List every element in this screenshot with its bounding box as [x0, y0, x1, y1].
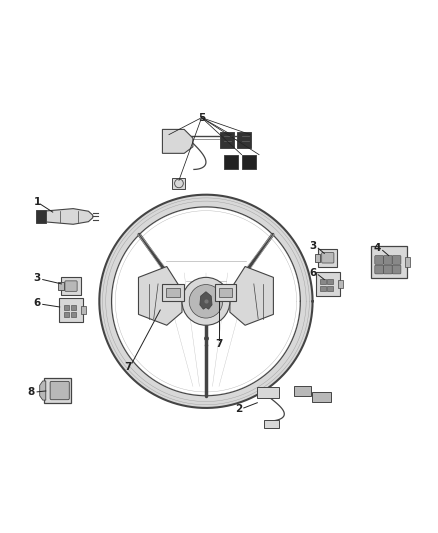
FancyBboxPatch shape	[173, 177, 185, 189]
FancyBboxPatch shape	[162, 284, 184, 301]
FancyBboxPatch shape	[315, 254, 321, 262]
Text: 5: 5	[198, 112, 205, 123]
FancyBboxPatch shape	[405, 257, 410, 267]
Text: 3: 3	[33, 273, 41, 283]
FancyBboxPatch shape	[64, 305, 69, 310]
FancyBboxPatch shape	[64, 312, 69, 318]
FancyBboxPatch shape	[327, 286, 333, 292]
FancyBboxPatch shape	[338, 280, 343, 288]
FancyBboxPatch shape	[327, 279, 333, 284]
FancyBboxPatch shape	[81, 306, 86, 314]
FancyBboxPatch shape	[384, 256, 392, 264]
Text: 8: 8	[27, 387, 35, 397]
FancyBboxPatch shape	[322, 253, 334, 263]
Circle shape	[189, 285, 223, 318]
FancyBboxPatch shape	[36, 210, 46, 223]
FancyBboxPatch shape	[237, 132, 251, 148]
Text: 6: 6	[309, 268, 316, 278]
FancyBboxPatch shape	[219, 288, 233, 297]
FancyBboxPatch shape	[224, 155, 238, 168]
Text: 1: 1	[33, 197, 41, 207]
Text: 3: 3	[309, 241, 316, 251]
FancyBboxPatch shape	[321, 279, 326, 284]
FancyBboxPatch shape	[215, 284, 237, 301]
FancyBboxPatch shape	[220, 132, 234, 148]
FancyBboxPatch shape	[71, 312, 76, 318]
FancyBboxPatch shape	[371, 246, 406, 278]
FancyBboxPatch shape	[58, 282, 64, 290]
Circle shape	[182, 277, 230, 325]
FancyBboxPatch shape	[392, 265, 401, 274]
Text: 7: 7	[215, 339, 223, 349]
FancyBboxPatch shape	[71, 305, 76, 310]
Polygon shape	[162, 130, 193, 154]
FancyBboxPatch shape	[242, 155, 255, 168]
FancyBboxPatch shape	[50, 382, 69, 400]
PathPatch shape	[99, 195, 313, 408]
Polygon shape	[40, 381, 46, 400]
FancyBboxPatch shape	[375, 256, 384, 264]
FancyBboxPatch shape	[318, 249, 337, 266]
Text: 4: 4	[373, 243, 381, 253]
FancyBboxPatch shape	[166, 288, 180, 297]
Polygon shape	[200, 292, 212, 309]
Text: 6: 6	[33, 298, 41, 309]
Polygon shape	[43, 208, 93, 224]
FancyBboxPatch shape	[59, 298, 83, 322]
Text: 7: 7	[124, 361, 131, 372]
FancyBboxPatch shape	[65, 281, 77, 292]
FancyBboxPatch shape	[384, 265, 392, 274]
FancyBboxPatch shape	[264, 419, 279, 429]
Polygon shape	[230, 266, 273, 325]
FancyBboxPatch shape	[392, 256, 401, 264]
FancyBboxPatch shape	[257, 386, 279, 398]
Text: 2: 2	[235, 404, 242, 414]
Polygon shape	[138, 266, 182, 325]
FancyBboxPatch shape	[294, 386, 311, 396]
FancyBboxPatch shape	[61, 277, 81, 295]
FancyBboxPatch shape	[321, 286, 326, 292]
FancyBboxPatch shape	[375, 265, 384, 274]
FancyBboxPatch shape	[312, 392, 331, 402]
FancyBboxPatch shape	[44, 378, 71, 403]
FancyBboxPatch shape	[316, 272, 339, 296]
